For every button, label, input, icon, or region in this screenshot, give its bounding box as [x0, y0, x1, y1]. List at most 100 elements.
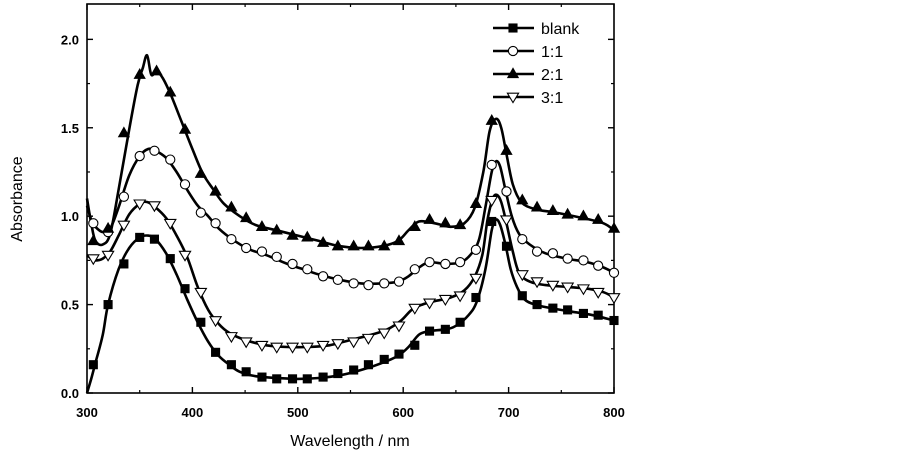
data-point-1-1: [578, 255, 589, 266]
data-point-blank: [593, 310, 603, 320]
data-point-2-1: [439, 216, 452, 228]
legend-marker: [506, 92, 520, 104]
data-point-1-1: [88, 218, 99, 229]
data-point-2-1: [561, 207, 574, 219]
data-point-blank: [287, 374, 298, 384]
data-point-1-1: [501, 186, 512, 197]
plot-frame: [86, 3, 615, 394]
legend-item-3-1: 3:1: [493, 90, 563, 107]
data-point-blank: [196, 317, 206, 327]
axis-ticks: 300 400 500 600 700 800 0.0 0.5 1.0 1.5 2.0: [61, 4, 625, 420]
data-point-2-1: [546, 204, 560, 216]
data-point-blank: [578, 308, 588, 318]
data-point-1-1: [440, 258, 451, 270]
data-point-blank: [410, 340, 420, 350]
data-point-1-1: [424, 257, 435, 268]
data-point-1-1: [562, 253, 573, 264]
data-point-1-1: [210, 218, 221, 229]
data-point-blank: [135, 232, 145, 242]
data-point-blank: [532, 300, 542, 310]
data-point-3-1: [530, 277, 544, 289]
data-point-1-1: [608, 267, 620, 278]
data-point-3-1: [546, 280, 560, 292]
data-point-blank: [517, 291, 527, 301]
data-point-1-1: [470, 244, 482, 255]
data-point-1-1: [547, 248, 559, 259]
data-point-1-1: [287, 258, 298, 270]
data-point-1-1: [348, 278, 359, 289]
data-point-blank: [119, 259, 129, 269]
data-point-3-1: [499, 215, 514, 227]
data-point-3-1: [347, 337, 361, 349]
legend: blank 1:1 2:1 3:1: [493, 21, 580, 107]
data-point-2-1: [301, 230, 314, 242]
data-point-3-1: [101, 250, 115, 262]
y-tick-label: 0.5: [61, 298, 79, 313]
data-point-3-1: [285, 342, 300, 354]
legend-marker: [507, 45, 519, 57]
data-point-2-1: [485, 113, 498, 125]
data-point-3-1: [147, 201, 162, 213]
data-point-3-1: [361, 333, 375, 345]
data-point-3-1: [576, 284, 591, 296]
y-tick-label: 0.0: [61, 386, 79, 401]
data-point-2-1: [378, 239, 391, 251]
series-markers: [86, 64, 621, 384]
data-point-1-1: [271, 251, 282, 262]
data-point-blank: [563, 305, 573, 315]
data-point-blank: [440, 324, 450, 334]
data-point-1-1: [302, 264, 313, 275]
data-point-1-1: [454, 257, 466, 268]
data-point-2-1: [255, 220, 269, 231]
legend-item-blank: blank: [493, 21, 580, 38]
data-point-3-1: [591, 287, 605, 299]
data-point-3-1: [515, 270, 529, 282]
data-point-2-1: [194, 167, 207, 178]
data-point-2-1: [408, 220, 421, 231]
legend-marker: [508, 23, 518, 33]
data-point-2-1: [87, 234, 100, 246]
data-point-3-1: [163, 218, 177, 230]
data-point-blank: [424, 326, 435, 336]
data-point-2-1: [469, 197, 483, 208]
data-point-1-1: [531, 246, 543, 257]
legend-label: 2:1: [541, 67, 563, 84]
data-point-3-1: [270, 342, 284, 354]
data-point-3-1: [408, 303, 422, 315]
data-point-3-1: [438, 294, 452, 306]
data-point-3-1: [86, 254, 100, 266]
data-point-blank: [241, 367, 251, 377]
data-point-blank: [149, 234, 160, 244]
x-axis-title: Wavelength / nm: [290, 433, 409, 450]
data-point-2-1: [453, 218, 467, 230]
data-point-2-1: [347, 239, 360, 251]
data-point-1-1: [195, 207, 206, 218]
data-point-3-1: [255, 340, 269, 352]
data-point-3-1: [392, 321, 406, 333]
data-point-blank: [257, 372, 267, 382]
data-point-blank: [349, 365, 359, 375]
data-point-2-1: [530, 200, 544, 212]
data-point-3-1: [485, 195, 499, 207]
legend-label: blank: [541, 21, 580, 38]
data-point-blank: [471, 292, 481, 303]
data-point-blank: [165, 254, 175, 264]
data-point-3-1: [561, 282, 575, 294]
data-point-1-1: [134, 150, 145, 162]
data-point-1-1: [165, 154, 176, 165]
data-point-2-1: [101, 221, 115, 233]
data-point-1-1: [517, 234, 528, 245]
data-point-3-1: [178, 250, 192, 262]
data-point-2-1: [240, 211, 253, 223]
data-point-3-1: [209, 316, 223, 328]
data-point-3-1: [453, 291, 467, 303]
data-point-2-1: [607, 221, 621, 233]
data-point-blank: [333, 368, 343, 379]
data-point-3-1: [194, 287, 208, 299]
data-point-3-1: [133, 199, 147, 211]
data-point-1-1: [379, 278, 390, 289]
data-point-2-1: [500, 144, 513, 155]
data-point-blank: [103, 300, 113, 310]
data-point-blank: [455, 317, 465, 327]
